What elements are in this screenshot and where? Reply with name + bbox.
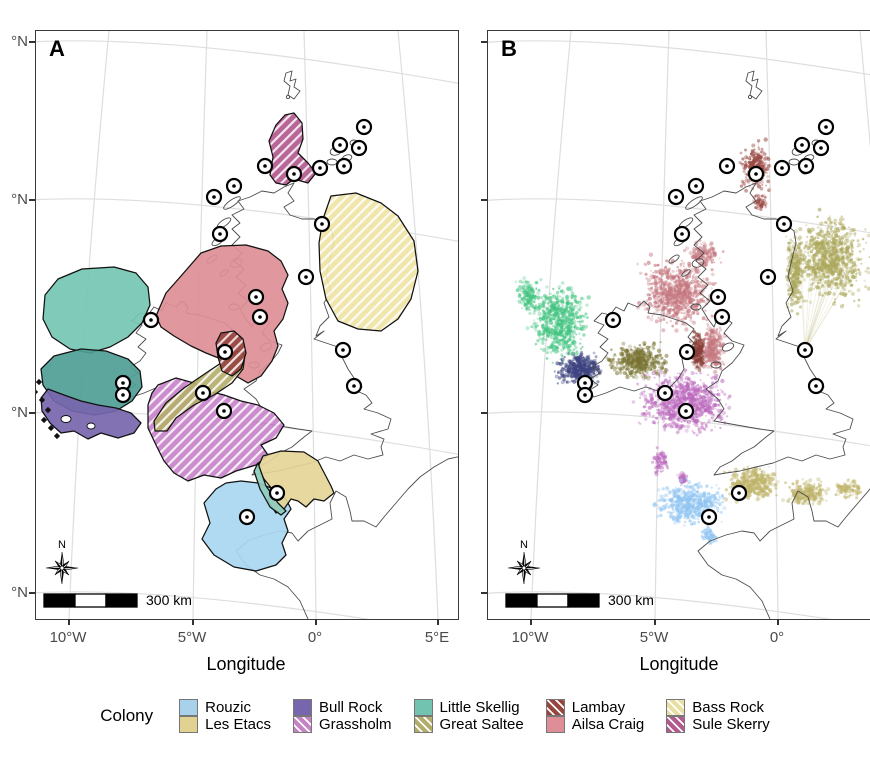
lon-tick <box>777 619 779 625</box>
legend-label: Rouzic <box>205 699 251 716</box>
x-axis-title-b: Longitude <box>639 654 719 674</box>
lon-tick-label: 10°W <box>511 629 549 646</box>
legend-swatch-grassholm <box>292 716 312 733</box>
legend-swatch-bass-rock <box>666 699 686 716</box>
lat-tick <box>29 199 35 201</box>
lat-tick-label: °N <box>11 404 28 421</box>
legend-title: Colony <box>100 706 154 725</box>
legend-group: Bass Rock Sule Skerry <box>666 699 770 733</box>
lon-tick-label: 0° <box>307 629 323 646</box>
legend-swatch-rouzic <box>179 699 199 716</box>
legend-label: Bull Rock <box>318 699 383 716</box>
lon-tick <box>315 619 317 625</box>
legend-swatch-ailsa-craig <box>545 716 565 733</box>
lat-tick-label: °N <box>11 584 28 601</box>
lon-tick <box>530 619 532 625</box>
svg-text:N: N <box>58 539 66 551</box>
legend-group: Rouzic Les Etacs <box>179 699 271 733</box>
lon-tick <box>654 619 656 625</box>
lon-tick-label: 10°W <box>49 629 87 646</box>
lon-tick-label: 5°W <box>177 629 207 646</box>
lat-tick <box>481 592 487 594</box>
legend-label: Bass Rock <box>692 699 764 716</box>
legend-swatch-little-skellig <box>413 699 433 716</box>
colony-legend: Colony Rouzic Les Etacs Bull Rock Grassh… <box>0 699 870 733</box>
lat-tick <box>481 41 487 43</box>
lon-tick-label: 0° <box>769 629 785 646</box>
legend-swatch-les-etacs <box>179 716 199 733</box>
lon-tick-label: 5°W <box>639 629 669 646</box>
map-panel-a: A N 300 km <box>35 30 459 620</box>
legend-label: Les Etacs <box>205 716 271 733</box>
lat-tick <box>29 41 35 43</box>
panel-a-label: A <box>49 36 65 61</box>
lon-tick <box>192 619 194 625</box>
lat-tick-label: °N <box>11 33 28 50</box>
legend-swatch-lambay <box>545 699 565 716</box>
lat-tick <box>481 412 487 414</box>
lat-tick <box>29 412 35 414</box>
x-axis-title-a: Longitude <box>206 654 286 674</box>
legend-swatch-bull-rock <box>292 699 312 716</box>
legend-swatch-great-saltee <box>413 716 433 733</box>
legend-label: Great Saltee <box>439 716 524 733</box>
map-a-svg: N 300 km <box>36 31 458 619</box>
legend-label: Little Skellig <box>439 699 520 716</box>
lat-tick <box>481 199 487 201</box>
legend-group: Lambay Ailsa Craig <box>545 699 645 733</box>
legend-label: Ailsa Craig <box>571 716 645 733</box>
svg-text:300 km: 300 km <box>146 592 192 608</box>
legend-group: Little Skellig Great Saltee <box>413 699 524 733</box>
legend-swatch-sule-skerry <box>666 716 686 733</box>
legend-label: Lambay <box>571 699 626 716</box>
lat-tick <box>29 592 35 594</box>
legend-group: Bull Rock Grassholm <box>292 699 392 733</box>
lon-tick-label: 5°E <box>424 629 450 646</box>
legend-label: Grassholm <box>318 716 392 733</box>
panel-b-label: B <box>501 36 517 61</box>
legend-label: Sule Skerry <box>692 716 770 733</box>
lat-tick-label: °N <box>11 191 28 208</box>
map-panel-b: B N 300 km <box>487 30 870 620</box>
lon-tick <box>68 619 70 625</box>
lon-tick <box>437 619 439 625</box>
